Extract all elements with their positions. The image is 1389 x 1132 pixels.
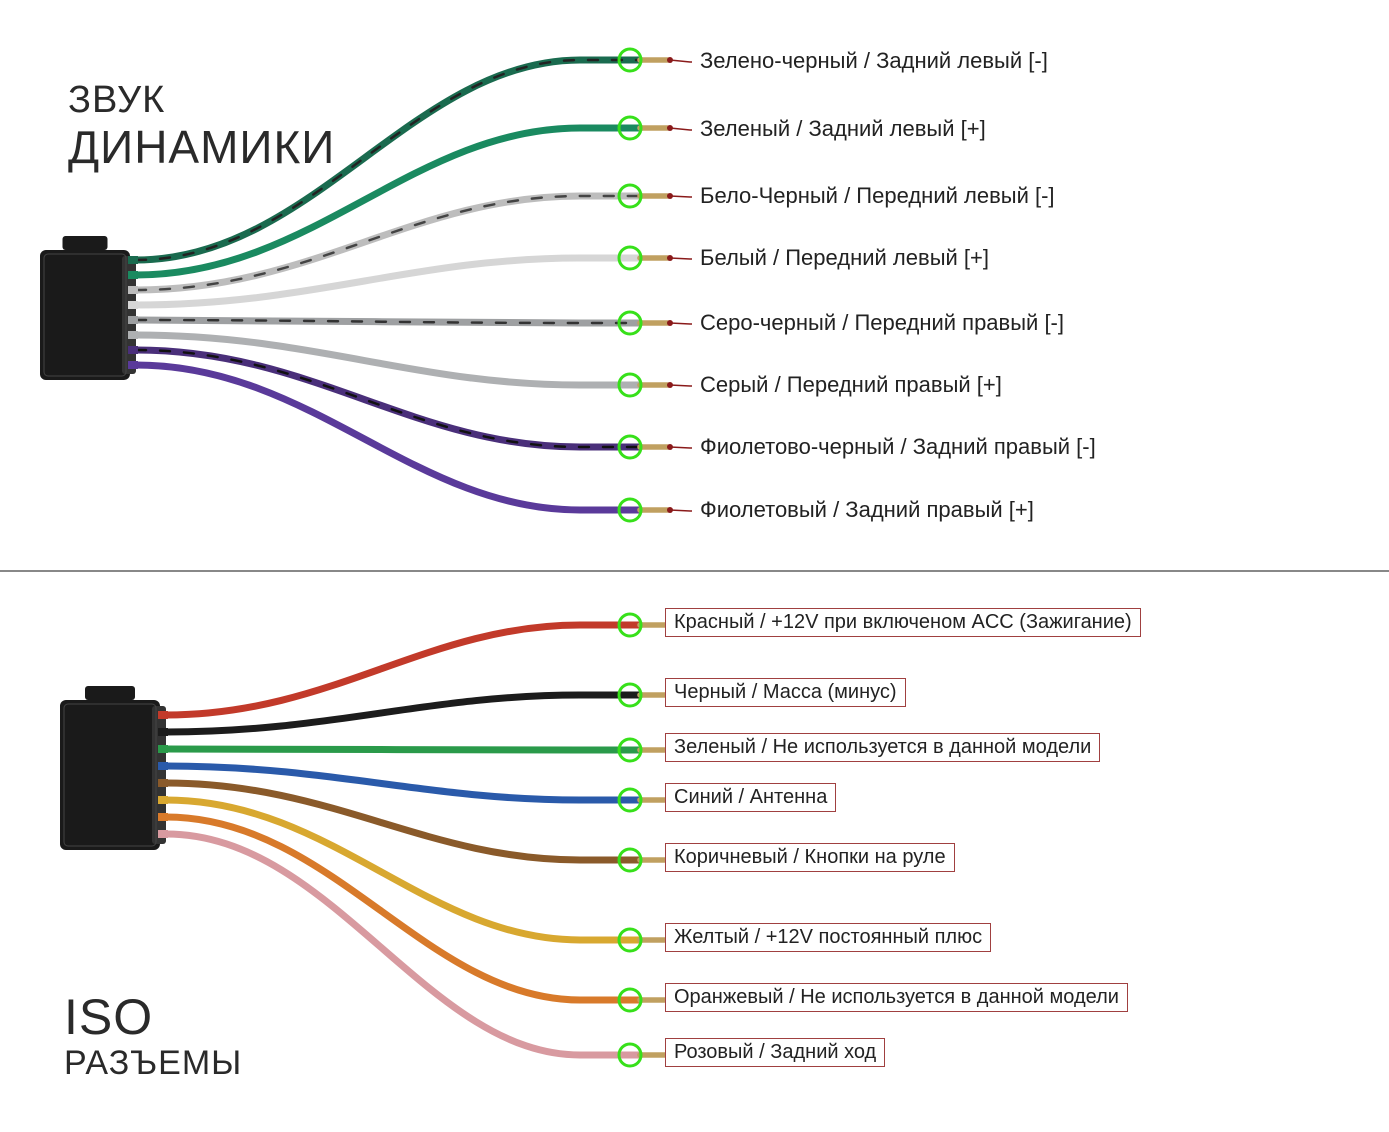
top-section-title: ЗВУК ДИНАМИКИ <box>68 80 335 172</box>
wire-label: Розовый / Задний ход <box>665 1038 885 1067</box>
title-line1: ЗВУК <box>68 80 335 122</box>
title-line2: РАЗЪЕМЫ <box>64 1045 242 1082</box>
wire-label: Зеленый / Задний левый [+] <box>700 116 986 142</box>
wire-label: Коричневый / Кнопки на руле <box>665 843 955 872</box>
wire-label: Бело-Черный / Передний левый [-] <box>700 183 1055 209</box>
wire-label: Зеленый / Не используется в данной модел… <box>665 733 1100 762</box>
wire-label: Фиолетово-черный / Задний правый [-] <box>700 434 1096 460</box>
bottom-section-title: ISO РАЗЪЕМЫ <box>64 990 242 1082</box>
wire-label: Желтый / +12V постоянный плюс <box>665 923 991 952</box>
title-line1: ISO <box>64 990 242 1045</box>
wire-label: Белый / Передний левый [+] <box>700 245 989 271</box>
title-line2: ДИНАМИКИ <box>68 122 335 173</box>
wire-label: Зелено-черный / Задний левый [-] <box>700 48 1048 74</box>
wire-label: Серо-черный / Передний правый [-] <box>700 310 1064 336</box>
wire-label: Красный / +12V при включеном ACC (Зажига… <box>665 608 1141 637</box>
section-divider <box>0 570 1389 572</box>
wire-label: Оранжевый / Не используется в данной мод… <box>665 983 1128 1012</box>
wire-label: Синий / Антенна <box>665 783 836 812</box>
wire-label: Черный / Масса (минус) <box>665 678 906 707</box>
wire-label: Фиолетовый / Задний правый [+] <box>700 497 1034 523</box>
wire-label: Серый / Передний правый [+] <box>700 372 1002 398</box>
